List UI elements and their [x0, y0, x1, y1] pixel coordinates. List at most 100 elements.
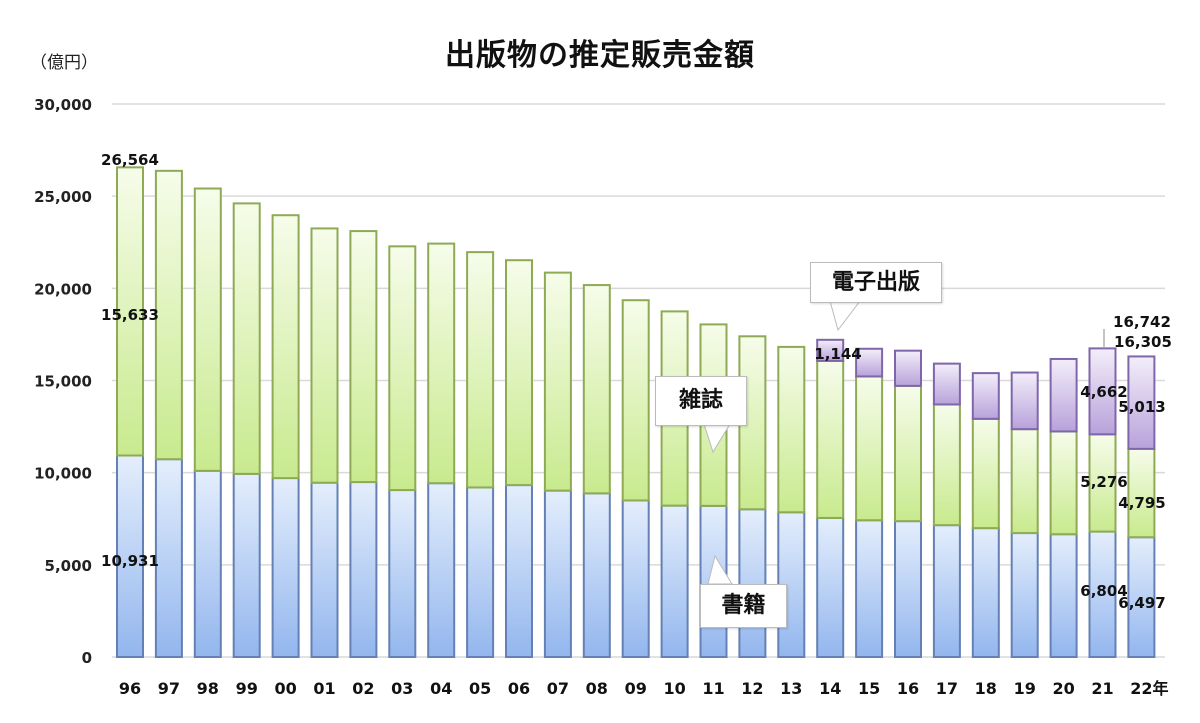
bar-segment-1-14	[816, 359, 845, 519]
y-axis-unit-label: （億円）	[30, 53, 98, 73]
bar-segment-0-01	[310, 481, 339, 658]
x-tick-label: 06	[508, 679, 530, 698]
bar-segment-0-04	[427, 482, 456, 659]
data-label: 15,633	[101, 306, 159, 324]
bar-segment-1-96	[116, 166, 144, 457]
bar-segment-0-05	[466, 486, 495, 658]
x-tick-label: 00	[274, 679, 296, 698]
callout-magazine: 雑誌	[655, 376, 747, 426]
bar-segment-0-17	[932, 524, 961, 658]
bar-segment-1-21	[1088, 433, 1117, 533]
bar-segment-0-98	[193, 469, 222, 658]
y-tick-label: 0	[82, 649, 92, 667]
bar-segment-1-07	[543, 271, 572, 492]
bar-segment-1-03	[388, 245, 417, 492]
x-tick-label: 22年	[1130, 679, 1168, 698]
bar-segment-0-06	[505, 484, 533, 658]
data-label: 1,144	[814, 345, 861, 363]
bar-segment-1-02	[349, 230, 378, 484]
bar-segment-2-17	[932, 362, 961, 406]
x-tick-label: 17	[936, 679, 958, 698]
bar-segment-1-98	[193, 187, 222, 472]
bar-segment-2-14	[816, 338, 845, 362]
x-tick-label: 15	[858, 679, 880, 698]
data-label: 16,742	[1113, 313, 1171, 331]
bar-segment-1-13	[777, 345, 806, 514]
y-tick-label: 20,000	[34, 280, 92, 298]
bar-segment-1-01	[310, 227, 339, 484]
x-tick-label: 96	[119, 679, 141, 698]
data-label: 6,497	[1118, 594, 1165, 612]
y-tick-label: 25,000	[34, 188, 92, 206]
callout-pointer-ebook	[829, 300, 862, 332]
x-tick-label: 19	[1014, 679, 1036, 698]
x-tick-label: 02	[352, 679, 374, 698]
bar-segment-2-15	[855, 347, 884, 378]
bar-segment-1-97	[154, 169, 183, 461]
y-tick-label: 10,000	[34, 465, 92, 483]
x-tick-label: 98	[197, 679, 219, 698]
x-tick-label: 97	[158, 679, 180, 698]
bar-segment-0-10	[660, 504, 689, 658]
callout-ebook: 電子出版	[810, 262, 942, 303]
bar-segment-0-19	[1010, 532, 1039, 658]
bar-segment-2-21	[1088, 347, 1117, 436]
bar-segment-0-99	[232, 472, 261, 658]
bar-segment-0-08	[582, 492, 611, 659]
x-tick-label: 10	[663, 679, 685, 698]
bar-segment-2-18	[971, 372, 1000, 420]
bar-segment-2-20	[1049, 357, 1078, 433]
x-tick-label: 16	[897, 679, 919, 698]
bar-segment-1-20	[1049, 430, 1078, 536]
x-tick-label: 12	[741, 679, 763, 698]
bar-segment-0-96	[116, 454, 144, 658]
x-tick-label: 18	[975, 679, 997, 698]
x-tick-label: 09	[625, 679, 647, 698]
y-tick-label: 5,000	[45, 557, 92, 575]
data-label: 6,804	[1080, 582, 1127, 600]
bar-segment-1-06	[505, 259, 533, 487]
chart-title: 出版物の推定販売金額	[445, 38, 755, 73]
x-tick-label: 21	[1091, 679, 1113, 698]
bar-segment-0-09	[621, 499, 650, 659]
bar-segment-0-00	[271, 477, 300, 658]
y-tick-label: 30,000	[34, 96, 92, 114]
bar-segment-0-20	[1049, 533, 1078, 659]
bar-segment-1-18	[971, 417, 1000, 530]
bar-segment-0-15	[855, 519, 884, 658]
bar-segment-0-02	[349, 481, 378, 658]
bar-segment-2-19	[1010, 371, 1039, 431]
bar-segment-1-22	[1127, 447, 1156, 539]
bar-segment-1-17	[932, 403, 961, 527]
x-tick-label: 03	[391, 679, 413, 698]
x-tick-label: 05	[469, 679, 491, 698]
bar-segment-1-04	[427, 242, 456, 485]
x-tick-label: 01	[313, 679, 335, 698]
bar-segment-1-19	[1010, 428, 1039, 535]
bar-segment-1-15	[855, 375, 884, 522]
x-tick-label: 04	[430, 679, 452, 698]
bar-segment-0-07	[543, 489, 572, 658]
callout-books: 書籍	[700, 584, 787, 628]
bar-segment-1-00	[271, 214, 300, 480]
data-label: 26,564	[101, 151, 159, 169]
bar-segment-0-16	[894, 520, 922, 659]
bar-segment-0-22	[1127, 536, 1156, 659]
data-label: 16,305	[1114, 333, 1172, 351]
x-tick-label: 99	[236, 679, 258, 698]
x-tick-label: 13	[780, 679, 802, 698]
bar-segment-0-03	[388, 489, 417, 658]
x-tick-label: 20	[1052, 679, 1074, 698]
bar-segment-2-22	[1127, 355, 1156, 450]
bar-segment-0-18	[971, 527, 1000, 658]
bar-segment-1-05	[466, 251, 495, 489]
data-label: 5,013	[1118, 398, 1165, 416]
bar-segment-1-09	[621, 299, 650, 502]
bar-segment-2-16	[894, 349, 922, 387]
x-tick-label: 11	[702, 679, 724, 698]
bar-segment-1-08	[582, 284, 611, 495]
x-tick-label: 07	[547, 679, 569, 698]
x-tick-label: 14	[819, 679, 841, 698]
bar-segment-1-99	[232, 202, 261, 475]
